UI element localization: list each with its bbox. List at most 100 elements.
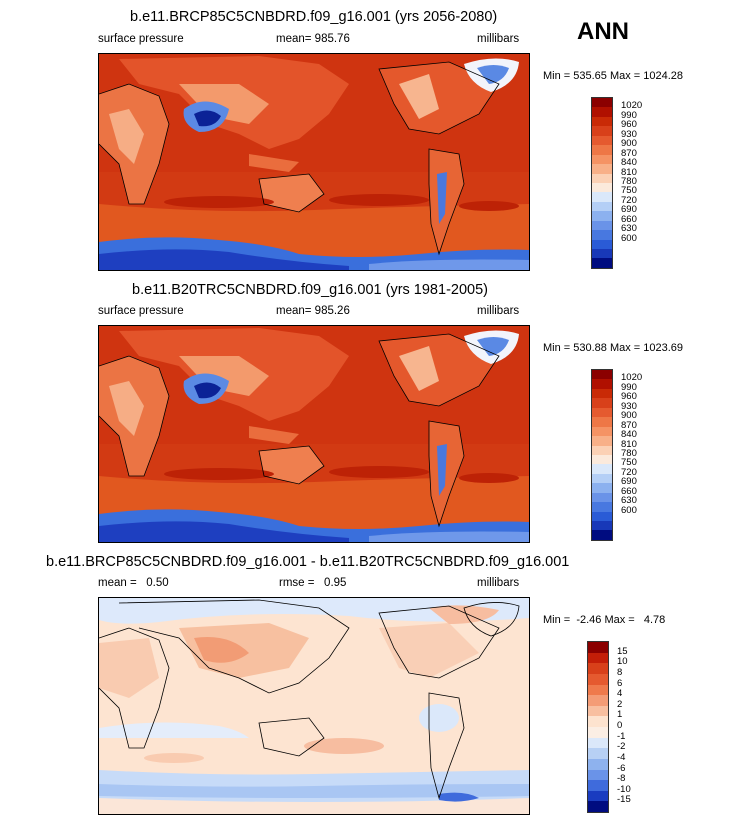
colorbar-label: 870	[621, 147, 637, 159]
colorbar-label: 6	[617, 677, 623, 689]
colorbar-label: 900	[621, 410, 637, 422]
panel-1-variable: surface pressure	[98, 33, 184, 45]
panel-3-mean: mean = 0.50	[98, 577, 169, 589]
colorbar-label: -8	[617, 773, 626, 785]
colorbar-swatch	[592, 530, 612, 540]
colorbar-swatch	[592, 135, 612, 146]
colorbar-swatch	[592, 417, 612, 427]
panel-1-mean: mean= 985.76	[276, 33, 350, 45]
panel-2-units: millibars	[477, 305, 520, 317]
colorbar-swatch	[592, 182, 612, 193]
colorbar-swatch	[592, 220, 612, 231]
panel-1-minmax: Min = 535.65 Max = 1024.28	[543, 70, 684, 82]
colorbar-swatch	[592, 483, 612, 493]
colorbar-label: 10	[617, 656, 628, 668]
colorbar-swatch	[588, 801, 608, 812]
colorbar-swatch	[588, 684, 608, 696]
colorbar-label: 630	[621, 223, 637, 235]
colorbar-swatch	[588, 769, 608, 781]
colorbar-swatch	[592, 398, 612, 408]
colorbar-swatch	[592, 521, 612, 531]
colorbar-label: 990	[621, 109, 637, 121]
panel-2-map	[98, 325, 530, 543]
colorbar-label: 15	[617, 645, 628, 657]
colorbar-label: 690	[621, 476, 637, 488]
colorbar-label: 960	[621, 391, 637, 403]
colorbar-label: 750	[621, 185, 637, 197]
colorbar-swatch	[592, 473, 612, 484]
colorbar-label: 930	[621, 400, 637, 412]
colorbar-swatch	[592, 126, 612, 136]
colorbar-label: 720	[621, 466, 637, 478]
panel-3-units: millibars	[477, 577, 520, 589]
colorbar-label: 660	[621, 485, 637, 497]
colorbar-swatch	[592, 370, 612, 380]
colorbar-swatch	[592, 211, 612, 221]
colorbar-swatch	[588, 642, 608, 653]
panel-3-colorbar	[587, 641, 609, 813]
panel-3-rmse: rmse = 0.95	[279, 577, 347, 589]
colorbar-swatch	[592, 454, 612, 465]
panel-2-colorbar	[591, 369, 613, 541]
colorbar-label: 1020	[621, 372, 643, 384]
colorbar-swatch	[592, 492, 612, 503]
colorbar-label: 840	[621, 157, 637, 169]
colorbar-label: 2	[617, 698, 623, 710]
colorbar-swatch	[588, 790, 608, 802]
colorbar-swatch	[592, 511, 612, 521]
colorbar-label: 900	[621, 138, 637, 150]
colorbar-swatch	[592, 98, 612, 108]
colorbar-label: 750	[621, 457, 637, 469]
colorbar-swatch	[592, 230, 612, 240]
colorbar-swatch	[588, 780, 608, 791]
colorbar-swatch	[588, 737, 608, 749]
colorbar-swatch	[592, 436, 612, 446]
colorbar-label: 8	[617, 666, 623, 678]
colorbar-label: -6	[617, 762, 626, 774]
colorbar-swatch	[592, 145, 612, 155]
colorbar-label: 810	[621, 438, 637, 450]
colorbar-swatch	[592, 388, 612, 399]
colorbar-swatch	[588, 748, 608, 759]
colorbar-swatch	[592, 192, 612, 202]
colorbar-swatch	[592, 426, 612, 437]
colorbar-swatch	[592, 164, 612, 174]
colorbar-swatch	[592, 445, 612, 455]
panel-1-units: millibars	[477, 33, 520, 45]
colorbar-label: 600	[621, 232, 637, 244]
colorbar-swatch	[588, 727, 608, 738]
colorbar-swatch	[592, 154, 612, 165]
colorbar-label: 690	[621, 204, 637, 216]
panel-3-title: b.e11.BRCP85C5CNBDRD.f09_g16.001 - b.e11…	[46, 554, 570, 570]
panel-3-minmax: Min = -2.46 Max = 4.78	[543, 614, 666, 626]
colorbar-label: 780	[621, 176, 637, 187]
colorbar-label: 1020	[621, 100, 643, 112]
colorbar-label: -10	[617, 783, 631, 795]
season-label: ANN	[577, 18, 629, 45]
colorbar-label: -15	[617, 794, 631, 806]
colorbar-label: 1	[617, 709, 623, 721]
panel-3-map	[98, 597, 530, 815]
colorbar-label: 810	[621, 166, 637, 178]
colorbar-label: 840	[621, 429, 637, 441]
panel-2-mean: mean= 985.26	[276, 305, 350, 317]
colorbar-label: -2	[617, 741, 626, 753]
colorbar-label: 960	[621, 119, 637, 131]
colorbar-label: 720	[621, 194, 637, 206]
colorbar-swatch	[592, 239, 612, 249]
colorbar-label: 870	[621, 419, 637, 431]
colorbar-label: 600	[621, 504, 637, 516]
panel-2-variable: surface pressure	[98, 305, 184, 317]
colorbar-label: 930	[621, 128, 637, 140]
colorbar-label: -1	[617, 730, 626, 742]
colorbar-swatch	[588, 663, 608, 674]
colorbar-swatch	[592, 379, 612, 389]
colorbar-label: 780	[621, 448, 637, 459]
colorbar-swatch	[592, 201, 612, 212]
colorbar-swatch	[588, 695, 608, 706]
colorbar-label: 660	[621, 213, 637, 225]
colorbar-swatch	[588, 705, 608, 717]
colorbar-swatch	[588, 652, 608, 664]
colorbar-swatch	[592, 502, 612, 512]
colorbar-swatch	[588, 758, 608, 770]
